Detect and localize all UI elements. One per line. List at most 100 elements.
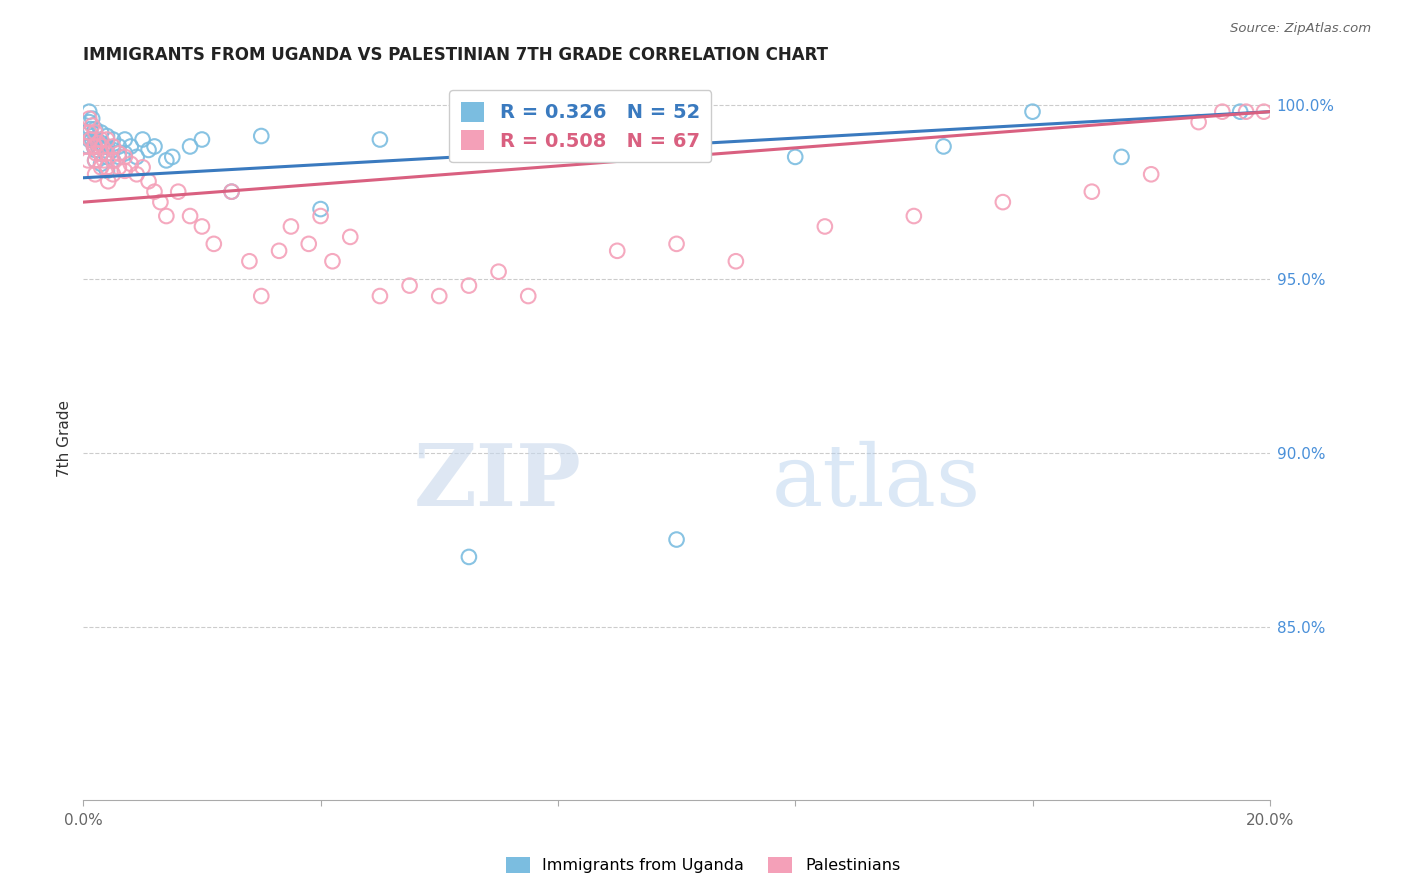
- Y-axis label: 7th Grade: 7th Grade: [58, 401, 72, 477]
- Point: [155, 153, 177, 168]
- Point: [86, 146, 108, 161]
- Point: [1140, 167, 1163, 181]
- Point: [83, 139, 105, 153]
- Point: [488, 265, 510, 279]
- Point: [221, 185, 243, 199]
- Point: [1111, 150, 1133, 164]
- Point: [90, 161, 112, 175]
- Point: [167, 185, 190, 199]
- Legend: Immigrants from Uganda, Palestinians: Immigrants from Uganda, Palestinians: [499, 850, 907, 880]
- Point: [321, 254, 343, 268]
- Point: [77, 132, 100, 146]
- Point: [125, 150, 148, 164]
- Point: [77, 104, 100, 119]
- Point: [1229, 104, 1251, 119]
- Point: [250, 128, 273, 143]
- Point: [90, 157, 112, 171]
- Point: [93, 153, 115, 168]
- Point: [96, 161, 118, 175]
- Point: [101, 132, 124, 146]
- Point: [101, 153, 124, 168]
- Point: [724, 254, 747, 268]
- Point: [77, 153, 100, 168]
- Point: [96, 150, 118, 164]
- Point: [108, 146, 131, 161]
- Point: [143, 139, 166, 153]
- Point: [665, 533, 688, 547]
- Point: [97, 174, 120, 188]
- Point: [162, 150, 184, 164]
- Point: [191, 219, 214, 234]
- Point: [75, 139, 97, 153]
- Point: [84, 153, 107, 168]
- Text: ZIP: ZIP: [413, 440, 582, 524]
- Point: [101, 139, 124, 153]
- Point: [77, 112, 100, 126]
- Point: [1211, 104, 1233, 119]
- Point: [179, 209, 201, 223]
- Point: [96, 128, 118, 143]
- Point: [75, 126, 97, 140]
- Point: [84, 132, 107, 146]
- Point: [84, 122, 107, 136]
- Point: [79, 122, 101, 136]
- Point: [280, 219, 302, 234]
- Point: [143, 185, 166, 199]
- Point: [90, 146, 112, 161]
- Point: [665, 236, 688, 251]
- Point: [155, 209, 177, 223]
- Point: [101, 153, 124, 168]
- Point: [238, 254, 260, 268]
- Point: [991, 195, 1014, 210]
- Point: [1234, 104, 1257, 119]
- Point: [179, 139, 201, 153]
- Point: [125, 167, 148, 181]
- Point: [84, 143, 107, 157]
- Point: [221, 185, 243, 199]
- Text: atlas: atlas: [772, 441, 980, 524]
- Point: [96, 163, 118, 178]
- Point: [108, 161, 131, 175]
- Text: IMMIGRANTS FROM UGANDA VS PALESTINIAN 7TH GRADE CORRELATION CHART: IMMIGRANTS FROM UGANDA VS PALESTINIAN 7T…: [83, 46, 828, 64]
- Point: [84, 139, 107, 153]
- Point: [606, 244, 628, 258]
- Point: [101, 143, 124, 157]
- Point: [398, 278, 420, 293]
- Point: [83, 139, 105, 153]
- Point: [82, 119, 104, 133]
- Point: [82, 132, 104, 146]
- Point: [131, 161, 153, 175]
- Point: [77, 115, 100, 129]
- Point: [86, 132, 108, 146]
- Point: [368, 132, 391, 146]
- Point: [90, 132, 112, 146]
- Text: Source: ZipAtlas.com: Source: ZipAtlas.com: [1230, 22, 1371, 36]
- Point: [87, 139, 110, 153]
- Point: [84, 153, 107, 168]
- Point: [84, 167, 107, 181]
- Point: [120, 157, 142, 171]
- Point: [87, 136, 110, 150]
- Point: [1081, 185, 1104, 199]
- Point: [903, 209, 925, 223]
- Point: [108, 150, 131, 164]
- Point: [250, 289, 273, 303]
- Point: [91, 139, 114, 153]
- Point: [339, 230, 361, 244]
- Point: [96, 146, 118, 161]
- Point: [77, 139, 100, 153]
- Point: [458, 278, 481, 293]
- Point: [90, 146, 112, 161]
- Legend: R = 0.326   N = 52, R = 0.508   N = 67: R = 0.326 N = 52, R = 0.508 N = 67: [449, 90, 711, 162]
- Point: [114, 163, 136, 178]
- Point: [138, 174, 160, 188]
- Point: [298, 236, 321, 251]
- Point: [1188, 115, 1211, 129]
- Point: [84, 126, 107, 140]
- Point: [114, 150, 136, 164]
- Point: [90, 136, 112, 150]
- Point: [427, 289, 450, 303]
- Point: [114, 146, 136, 161]
- Point: [79, 132, 101, 146]
- Point: [120, 139, 142, 153]
